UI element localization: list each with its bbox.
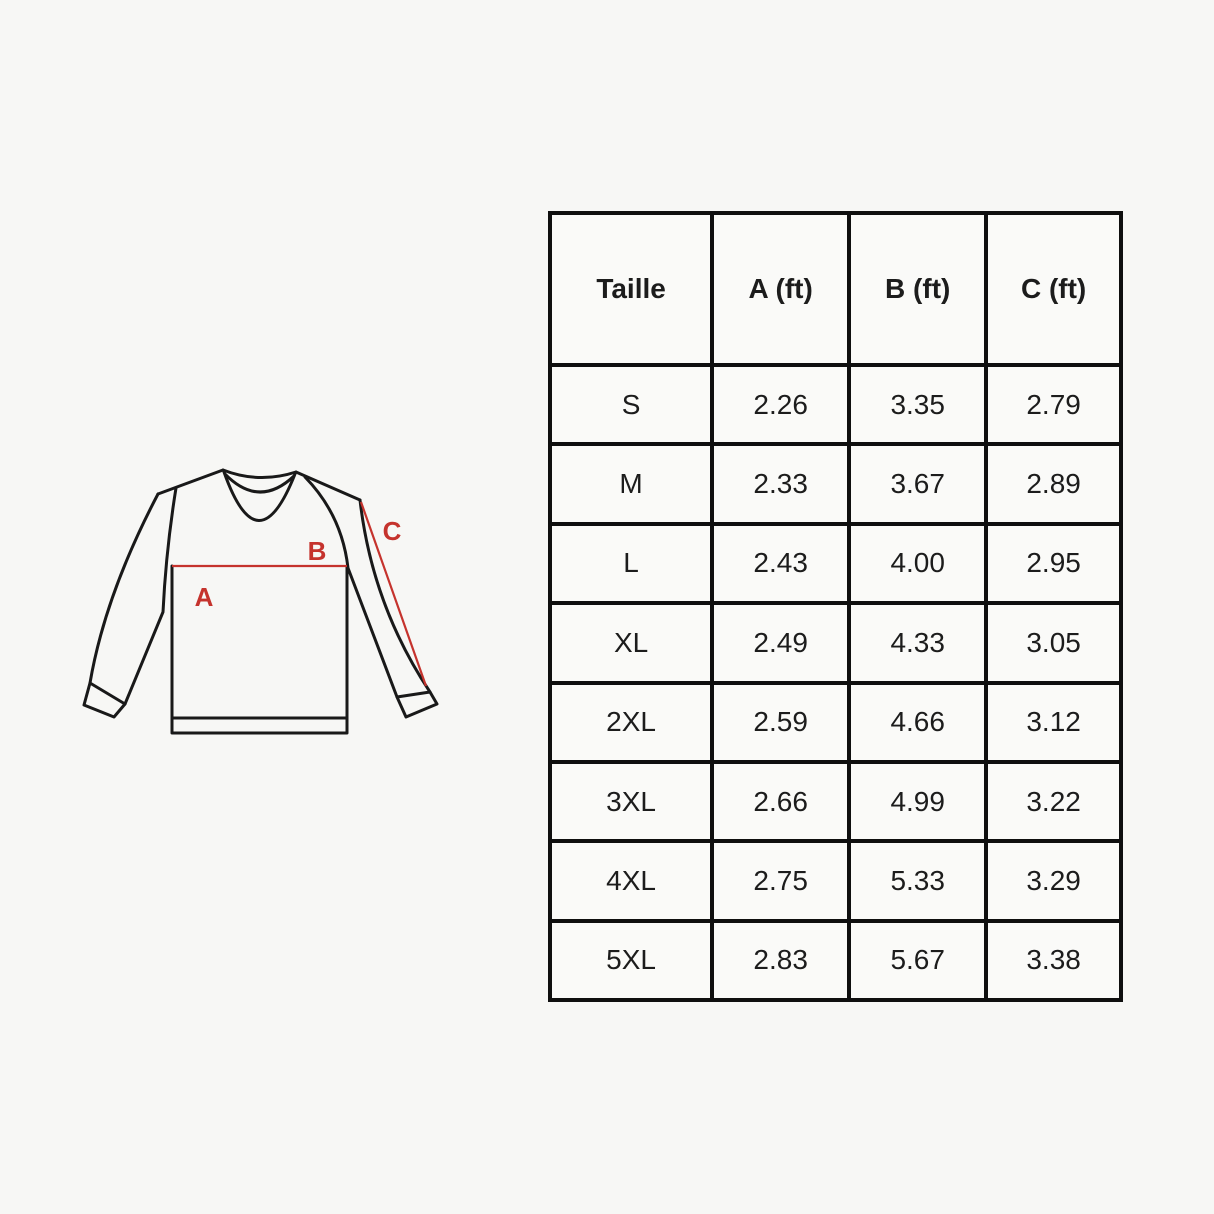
value-cell-b: 3.67 — [849, 444, 987, 524]
table-row: S 2.26 3.35 2.79 — [550, 365, 1121, 445]
value-cell-b: 3.35 — [849, 365, 987, 445]
collar-inner-arc — [223, 472, 296, 494]
value-cell-b: 4.33 — [849, 603, 987, 683]
value-cell-c: 3.05 — [986, 603, 1121, 683]
value-cell-a: 2.66 — [712, 761, 850, 842]
value-cell-a: 2.33 — [712, 444, 850, 524]
left-sleeve-inner-edge — [123, 486, 178, 706]
size-cell: 5XL — [550, 920, 713, 1000]
measurement-label-c: C — [383, 516, 402, 546]
left-cuff — [82, 681, 127, 719]
value-cell-b: 4.00 — [849, 523, 987, 604]
table-row: 3XL 2.66 4.99 3.22 — [550, 761, 1121, 842]
right-cuff — [395, 690, 439, 719]
size-cell: 2XL — [550, 682, 713, 762]
header-cell-a: A (ft) — [712, 213, 850, 365]
measurement-line-c — [359, 501, 428, 687]
table-row: 4XL 2.75 5.33 3.29 — [550, 841, 1121, 921]
value-cell-a: 2.43 — [712, 523, 850, 604]
shirt-measurement-diagram: A B C — [70, 440, 470, 780]
right-sleeve-outer-edge — [358, 498, 432, 694]
value-cell-a: 2.75 — [712, 841, 850, 921]
size-chart-table: Taille A (ft) B (ft) C (ft) S 2.26 3.35 … — [550, 213, 1121, 1000]
value-cell-c: 2.95 — [986, 523, 1121, 604]
value-cell-c: 3.29 — [986, 841, 1121, 921]
size-table-body: S 2.26 3.35 2.79 M 2.33 3.67 2.89 L 2.43… — [550, 365, 1121, 1000]
shirt-body-outline — [170, 564, 349, 735]
size-chart-table-container: Taille A (ft) B (ft) C (ft) S 2.26 3.35 … — [548, 211, 1123, 1002]
size-cell: M — [550, 444, 713, 524]
size-cell: 4XL — [550, 841, 713, 921]
value-cell-c: 2.89 — [986, 444, 1121, 524]
right-sleeve-inner-edge — [303, 475, 399, 699]
header-row: Taille A (ft) B (ft) C (ft) — [550, 213, 1121, 365]
size-cell: S — [550, 365, 713, 445]
measurement-label-b: B — [308, 536, 327, 566]
value-cell-a: 2.59 — [712, 682, 850, 762]
header-cell-taille: Taille — [550, 213, 713, 365]
table-row: M 2.33 3.67 2.89 — [550, 444, 1121, 524]
value-cell-c: 3.22 — [986, 761, 1121, 842]
value-cell-a: 2.49 — [712, 603, 850, 683]
size-cell: L — [550, 523, 713, 604]
left-shoulder-seam — [156, 468, 225, 496]
collar-outer-arc — [222, 470, 297, 522]
collar-back-edge — [221, 468, 298, 480]
value-cell-c: 3.38 — [986, 920, 1121, 1000]
table-row: XL 2.49 4.33 3.05 — [550, 603, 1121, 683]
header-cell-b: B (ft) — [849, 213, 987, 365]
value-cell-b: 5.67 — [849, 920, 987, 1000]
value-cell-a: 2.26 — [712, 365, 850, 445]
table-row: 2XL 2.59 4.66 3.12 — [550, 682, 1121, 762]
value-cell-b: 4.66 — [849, 682, 987, 762]
value-cell-b: 5.33 — [849, 841, 987, 921]
left-sleeve-outer-edge — [88, 492, 160, 685]
value-cell-a: 2.83 — [712, 920, 850, 1000]
header-cell-c: C (ft) — [986, 213, 1121, 365]
value-cell-c: 3.12 — [986, 682, 1121, 762]
size-cell: XL — [550, 603, 713, 683]
value-cell-c: 2.79 — [986, 365, 1121, 445]
value-cell-b: 4.99 — [849, 761, 987, 842]
table-row: L 2.43 4.00 2.95 — [550, 523, 1121, 604]
table-row: 5XL 2.83 5.67 3.38 — [550, 920, 1121, 1000]
size-cell: 3XL — [550, 761, 713, 842]
measurement-label-a: A — [195, 582, 214, 612]
shirt-diagram-svg: A B C — [82, 468, 439, 735]
